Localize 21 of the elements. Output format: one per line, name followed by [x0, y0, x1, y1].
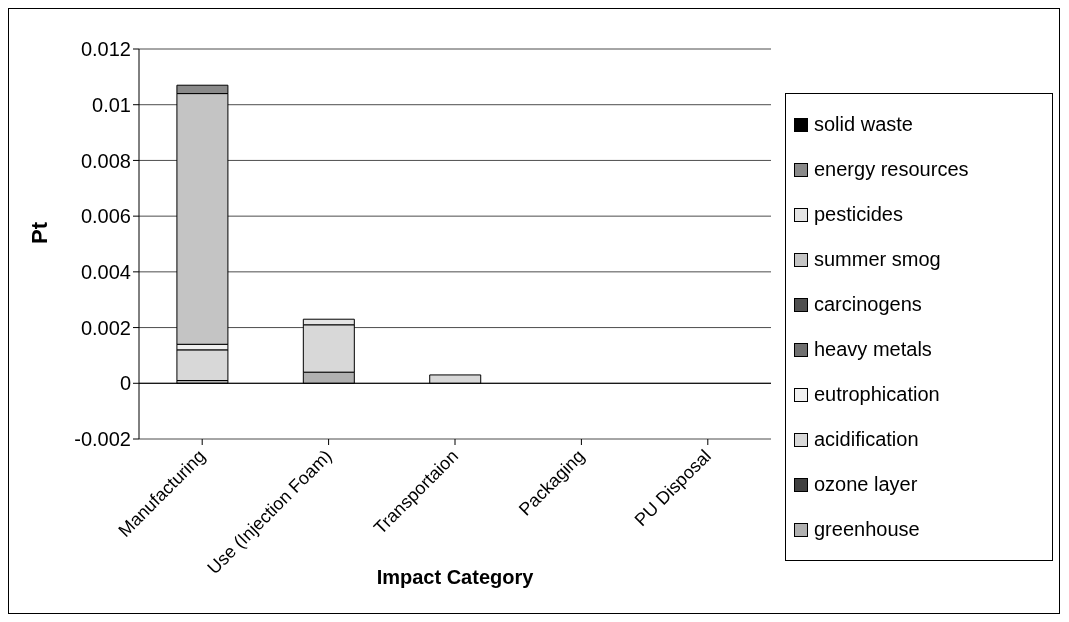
y-tick-label: -0.002: [74, 428, 131, 451]
legend-label: summer smog: [814, 248, 941, 271]
legend-label: greenhouse: [814, 518, 920, 541]
legend-label: acidification: [814, 428, 919, 451]
y-axis-title: Pt: [26, 221, 52, 244]
legend-label: ozone layer: [814, 473, 918, 496]
legend-label: solid waste: [814, 113, 913, 136]
y-tick-label: 0.002: [80, 316, 131, 339]
legend-label: carcinogens: [814, 293, 922, 316]
y-tick-label: 0: [119, 372, 131, 395]
y-tick-label: 0.01: [92, 93, 131, 116]
y-tick-label: 0.004: [80, 260, 131, 283]
legend-label: eutrophication: [814, 383, 940, 406]
y-tick-label: 0.008: [80, 149, 131, 172]
legend-label: pesticides: [814, 203, 903, 226]
y-tick-label: 0.012: [80, 38, 131, 61]
legend-label: energy resources: [814, 158, 969, 181]
legend-label: heavy metals: [814, 338, 932, 361]
y-tick-label: 0.006: [80, 205, 131, 228]
bar: [176, 349, 229, 381]
x-axis-title: Impact Category: [376, 566, 535, 588]
